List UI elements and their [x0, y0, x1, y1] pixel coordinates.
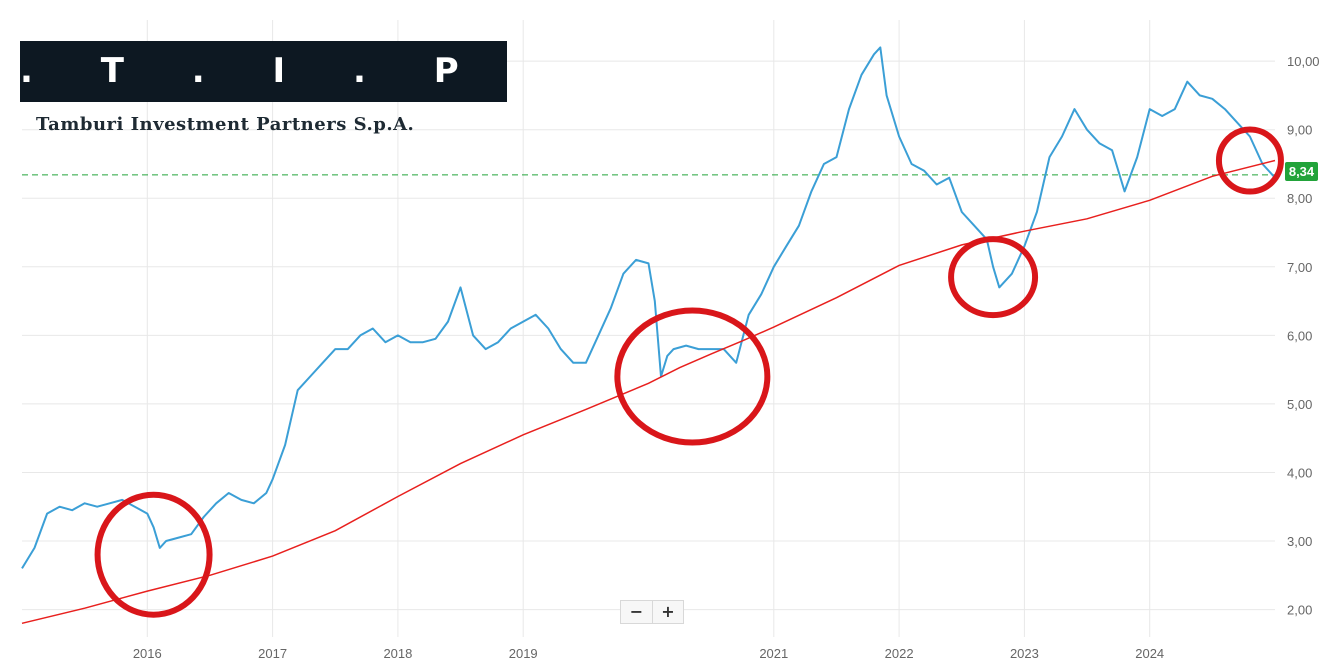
highlight-circle	[614, 307, 771, 446]
y-tick-label: 7,00	[1287, 260, 1312, 275]
zoom-in-button[interactable]: +	[652, 601, 683, 623]
x-tick-label: 2024	[1135, 646, 1164, 661]
highlight-circle	[948, 236, 1039, 319]
x-tick-label: 2019	[509, 646, 538, 661]
highlight-circles	[94, 126, 1284, 618]
logo-mark: . T . I . P .	[20, 51, 568, 91]
y-tick-label: 9,00	[1287, 123, 1312, 138]
price-series-line	[21, 46, 1276, 569]
y-tick-label: 10,00	[1287, 54, 1320, 69]
highlight-circle	[1215, 126, 1284, 195]
y-tick-label: 4,00	[1287, 465, 1312, 480]
series-group	[21, 46, 1276, 625]
highlight-circle	[94, 491, 213, 618]
zoom-out-button[interactable]: −	[621, 601, 652, 623]
y-tick-label: 6,00	[1287, 328, 1312, 343]
last-price-badge: 8,34	[1285, 162, 1318, 181]
y-tick-label: 2,00	[1287, 603, 1312, 618]
x-tick-label: 2022	[885, 646, 914, 661]
x-tick-label: 2021	[759, 646, 788, 661]
axis-tick-labels: 2,00 3,00 4,00 5,00 6,00 7,00 8,00 9,00 10,00 201…	[133, 54, 1320, 661]
average-series-line	[21, 159, 1276, 625]
y-tick-label: 3,00	[1287, 534, 1312, 549]
zoom-controls: − +	[620, 600, 684, 624]
x-tick-label: 2017	[258, 646, 287, 661]
logo-banner	[20, 41, 507, 102]
x-tick-label: 2023	[1010, 646, 1039, 661]
x-tick-label: 2016	[133, 646, 162, 661]
x-tick-label: 2018	[383, 646, 412, 661]
company-name: Tamburi Investment Partners S.p.A.	[36, 114, 415, 135]
y-tick-label: 5,00	[1287, 397, 1312, 412]
y-tick-label: 8,00	[1287, 191, 1312, 206]
